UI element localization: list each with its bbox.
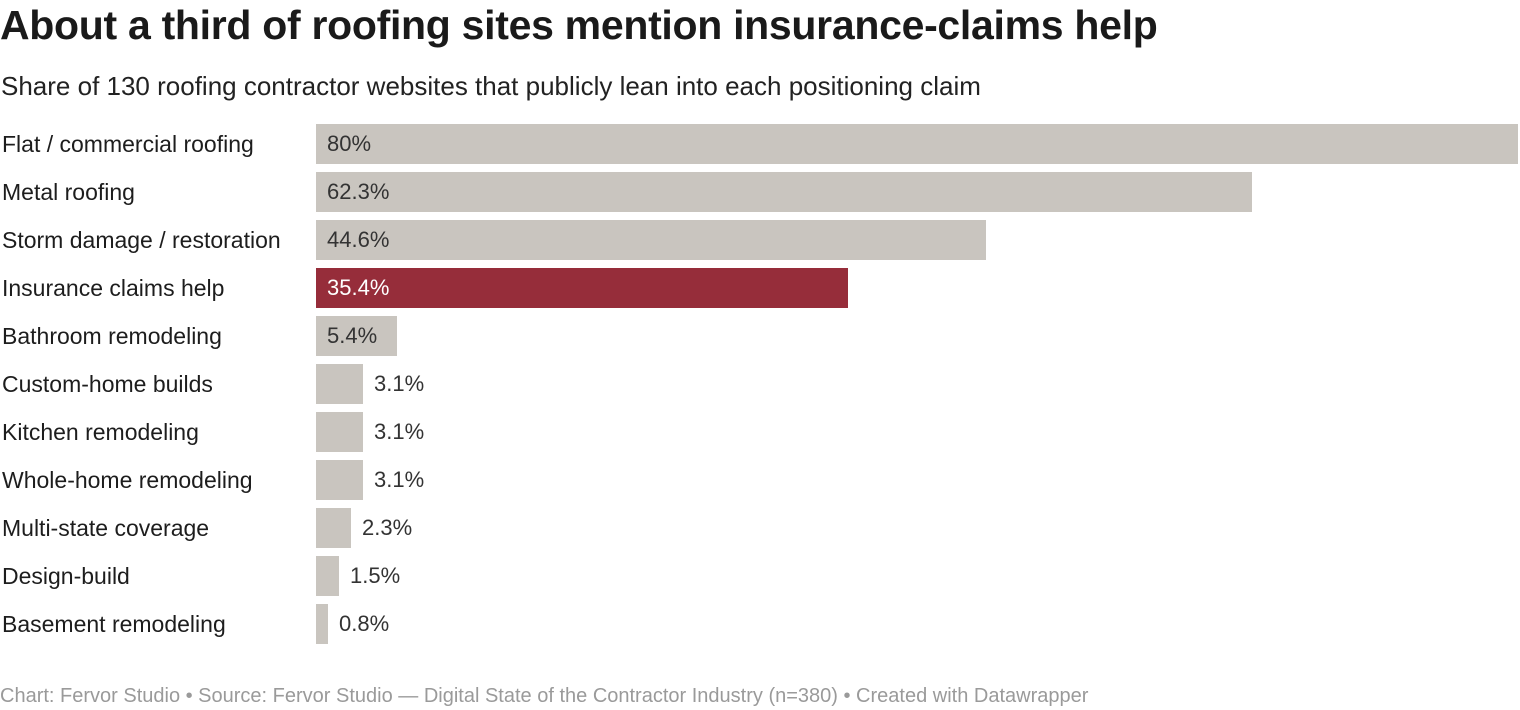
value-label: 80% [327,131,372,156]
bar-row: Flat / commercial roofing 80% [0,124,1520,164]
bar [316,220,986,260]
category-label: Flat / commercial roofing [2,131,254,157]
bar [316,268,848,308]
bar [316,508,351,548]
category-label: Kitchen remodeling [2,419,199,445]
bar-row: Basement remodeling 0.8% [0,604,1520,644]
category-label: Design-build [2,563,130,589]
category-label: Metal roofing [2,179,135,205]
value-label: 44.6% [327,227,390,252]
chart-title: About a third of roofing sites mention i… [0,2,1158,48]
bar-chart: Flat / commercial roofing 80% Metal roofin… [0,124,1520,654]
bar-row: Insurance claims help 35.4% [0,268,1520,308]
bar [316,316,397,356]
bar [316,124,1518,164]
value-label: 1.5% [350,563,401,588]
bar-row: Multi-state coverage 2.3% [0,508,1520,548]
value-label: 3.1% [374,371,425,396]
value-label: 3.1% [374,467,425,492]
value-label: 3.1% [374,419,425,444]
value-label: 2.3% [362,515,413,540]
chart-footer: Chart: Fervor Studio • Source: Fervor St… [0,685,1089,707]
bar-row: Metal roofing 62.3% [0,172,1520,212]
value-label: 35.4% [327,275,390,300]
chart-subtitle: Share of 130 roofing contractor websites… [1,71,981,101]
bar-row: Whole-home remodeling 3.1% [0,460,1520,500]
bar-row: Kitchen remodeling 3.1% [0,412,1520,452]
value-label: 62.3% [327,179,390,204]
bar [316,172,1252,212]
bar [316,460,363,500]
category-label: Multi-state coverage [2,515,210,541]
category-label: Storm damage / restoration [2,227,281,253]
category-label: Custom-home builds [2,371,213,397]
category-label: Insurance claims help [2,275,225,301]
bar-row: Bathroom remodeling 5.4% [0,316,1520,356]
category-label: Basement remodeling [2,611,226,637]
bar [316,556,339,596]
bar [316,412,363,452]
bar-row: Design-build 1.5% [0,556,1520,596]
bar-row: Custom-home builds 3.1% [0,364,1520,404]
category-label: Whole-home remodeling [2,467,253,493]
bar [316,364,363,404]
bar [316,604,328,644]
value-label: 0.8% [339,611,390,636]
bar-row: Storm damage / restoration 44.6% [0,220,1520,260]
value-label: 5.4% [327,323,378,348]
category-label: Bathroom remodeling [2,323,222,349]
